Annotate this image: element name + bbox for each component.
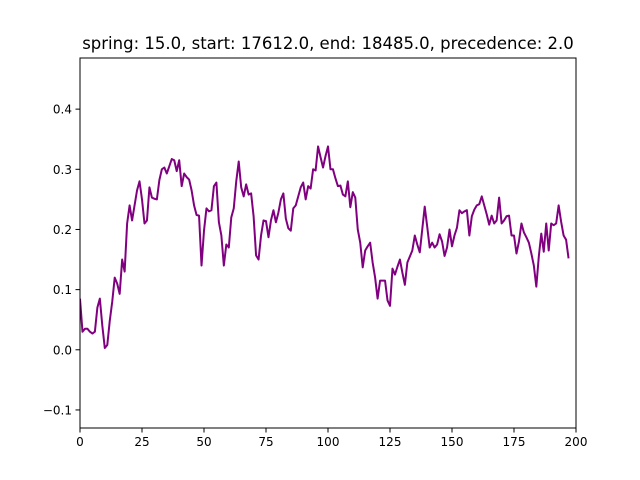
x-tick-label: 75 (258, 435, 273, 449)
x-tick-label: 0 (76, 435, 84, 449)
x-tick-label: 175 (503, 435, 526, 449)
y-tick-label: 0.2 (53, 223, 72, 237)
y-tick-label: 0.4 (53, 103, 72, 117)
y-tick-label: 0.3 (53, 163, 72, 177)
x-tick-label: 100 (317, 435, 340, 449)
x-tick-label: 25 (134, 435, 149, 449)
axes-layer: 0 25 50 75 100 125 150 175 200 −0.1 0.0 0.1 0.2 0.3 0.… (43, 57, 588, 449)
y-tick-label: −0.1 (43, 403, 72, 417)
series-layer (80, 145, 570, 349)
series-line-0 (80, 145, 570, 349)
x-tick-label: 150 (441, 435, 464, 449)
chart-title: spring: 15.0, start: 17612.0, end: 18485… (82, 34, 574, 53)
y-tick-label: 0.1 (53, 283, 72, 297)
y-tick-label: 0.0 (53, 343, 72, 357)
x-tick-label: 125 (379, 435, 402, 449)
x-tick-label: 200 (565, 435, 588, 449)
x-tick-label: 50 (196, 435, 211, 449)
